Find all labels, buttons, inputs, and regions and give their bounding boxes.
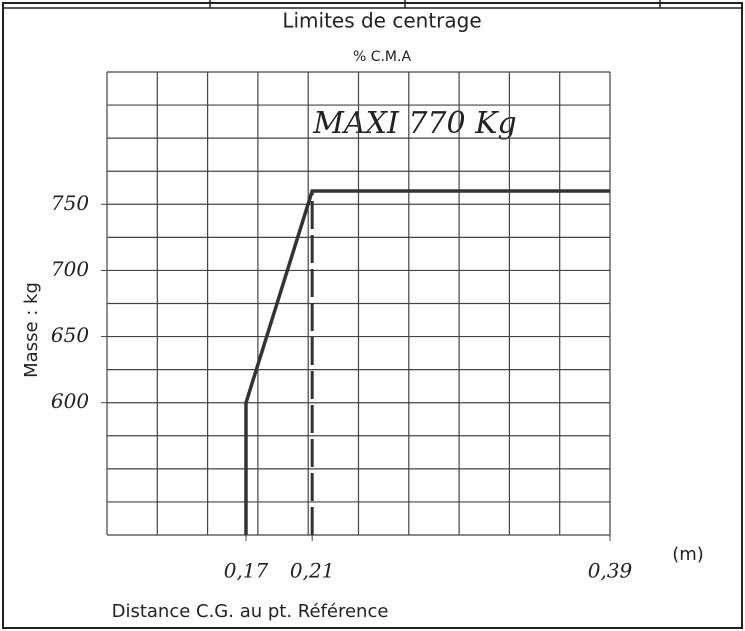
x-axis-label: Distance C.G. au pt. Référence	[112, 601, 389, 622]
chart-subtitle: % C.M.A	[353, 49, 412, 65]
data-line	[244, 189, 610, 535]
y-tick-label: 750	[51, 191, 89, 215]
x-tick-label: 0,39	[588, 559, 633, 583]
chart-title: Limites de centrage	[282, 9, 481, 33]
annotation: MAXI 770 Kg	[312, 106, 517, 141]
y-tick-label: 600	[51, 389, 89, 413]
y-axis-label: Masse : kg	[21, 282, 42, 378]
x-tick-label: 0,21	[290, 559, 335, 583]
y-tick-label: 650	[51, 323, 89, 347]
x-unit: (m)	[672, 544, 704, 565]
y-tick-label: 700	[51, 257, 89, 281]
x-tick-label: 0,17	[224, 559, 269, 583]
